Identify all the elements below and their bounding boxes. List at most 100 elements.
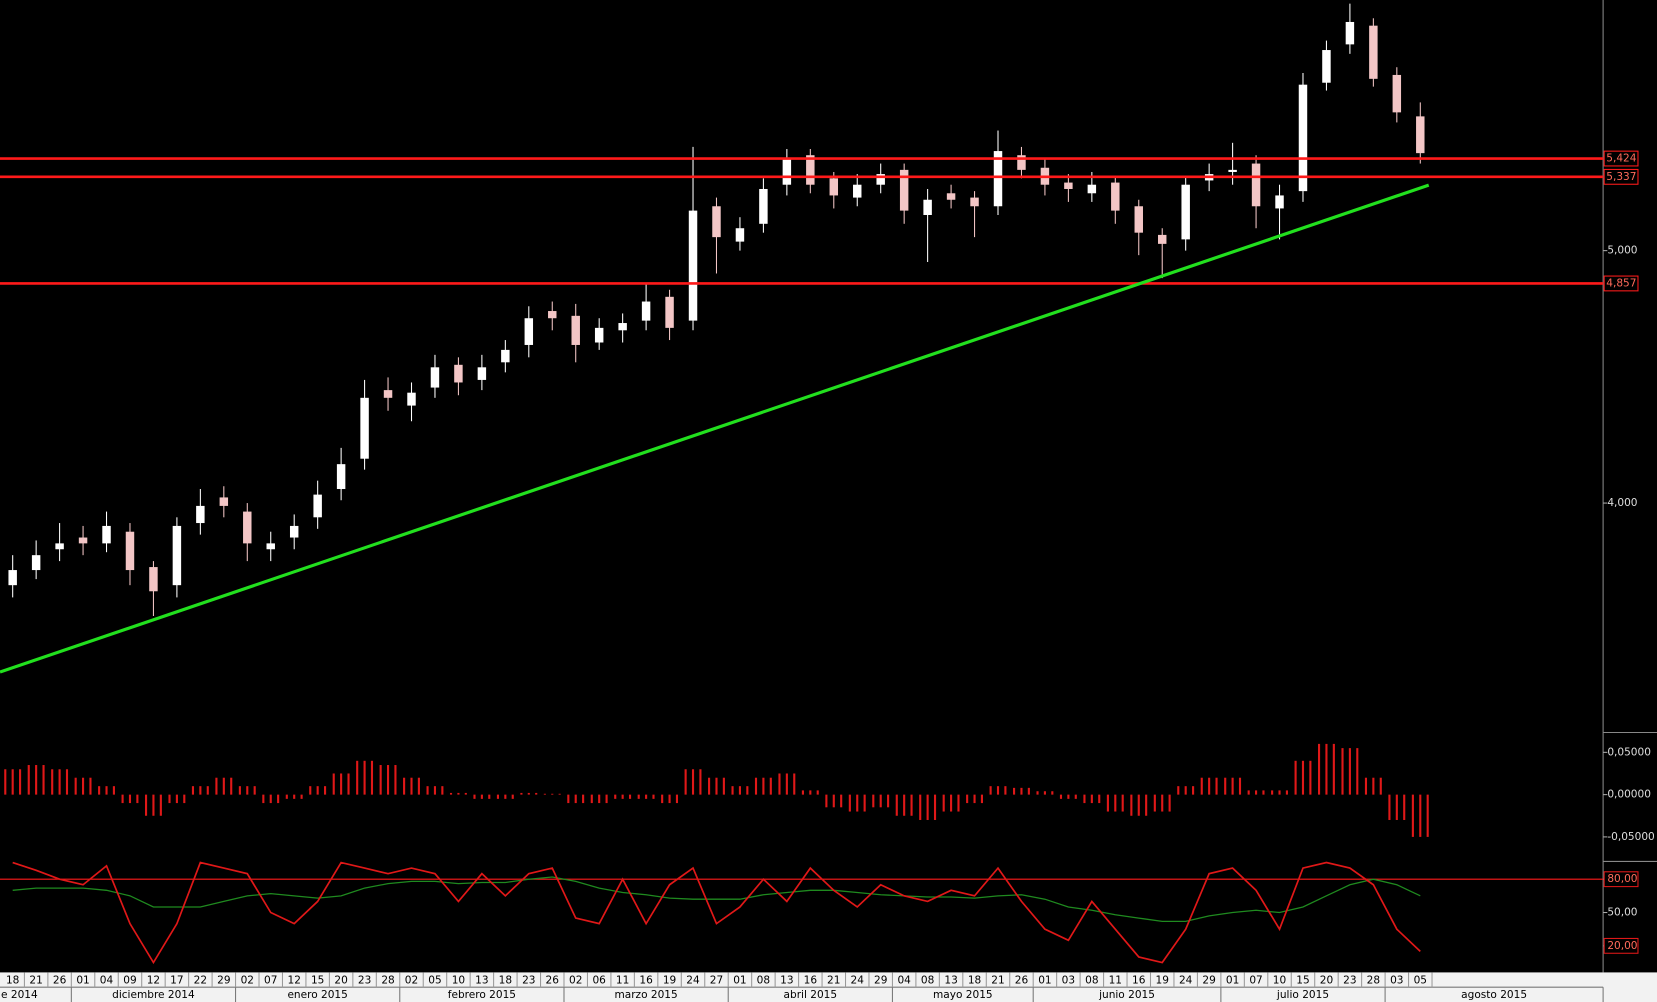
candle-body — [219, 497, 229, 506]
candle-body — [712, 206, 721, 238]
histogram-bar — [746, 786, 749, 795]
histogram-bar — [910, 794, 913, 816]
candle-body — [243, 511, 252, 544]
histogram-bar — [449, 792, 453, 795]
histogram-bar — [942, 794, 945, 812]
oscillator-line — [12, 861, 1421, 965]
histogram-bar — [356, 760, 359, 795]
histogram-bar — [89, 777, 92, 795]
y-tick-label: -0,05000 — [1607, 831, 1655, 843]
x-tick-label: 07 — [264, 974, 277, 986]
x-tick-label: 02 — [241, 974, 254, 986]
histogram-bar — [27, 765, 30, 795]
histogram-bar — [215, 777, 218, 795]
month-label: diciembre 2014 — [112, 989, 195, 1001]
histogram-bar — [1090, 794, 1093, 804]
histogram-bar — [738, 786, 742, 795]
month-label: marzo 2015 — [614, 989, 677, 1001]
histogram-bar — [1013, 787, 1016, 795]
candle-body — [993, 151, 1003, 207]
x-tick-label: 26 — [1015, 974, 1029, 986]
x-tick-label: 02 — [569, 974, 582, 986]
histogram-bar — [112, 786, 115, 795]
histogram-bar — [1114, 794, 1117, 812]
histogram-bar — [309, 786, 312, 795]
candle-body — [970, 197, 979, 207]
histogram-bar — [1426, 794, 1429, 837]
candle-body — [806, 155, 815, 185]
x-tick-label: 02 — [405, 974, 418, 986]
histogram-bar — [950, 794, 953, 812]
histogram-bar — [652, 794, 655, 799]
histogram-bar — [996, 786, 1000, 795]
candle-body — [1157, 234, 1167, 244]
histogram-bar — [895, 794, 898, 816]
candle-body — [1275, 195, 1284, 209]
histogram-bar — [778, 773, 781, 795]
histogram-bar — [504, 794, 507, 799]
histogram-bar — [614, 794, 617, 799]
candle-body — [336, 464, 346, 490]
histogram-bar — [98, 786, 101, 795]
x-tick-label: 23 — [358, 974, 371, 986]
x-tick-label: 01 — [1038, 974, 1051, 986]
histogram-bar — [1262, 790, 1265, 795]
candle-body — [1111, 182, 1120, 211]
histogram-bar — [1161, 794, 1164, 812]
histogram-bar — [1247, 790, 1250, 795]
histogram-bar — [65, 769, 69, 795]
histogram-bar — [1356, 748, 1359, 795]
candle-body — [1416, 116, 1425, 154]
histogram-bar — [1278, 790, 1281, 795]
candle-body — [1322, 50, 1331, 83]
histogram-bar — [82, 777, 85, 795]
level-box — [1603, 168, 1639, 185]
histogram-bar — [582, 794, 585, 804]
histogram-bar — [1348, 748, 1351, 795]
month-label: mayo 2015 — [933, 989, 993, 1001]
x-tick-label: 28 — [1367, 974, 1380, 986]
x-tick-label: 10 — [1273, 974, 1287, 986]
histogram-bar — [1332, 743, 1335, 795]
histogram-bar — [168, 794, 171, 804]
histogram-bar — [105, 786, 108, 795]
histogram-bar — [1238, 777, 1242, 795]
x-tick-label: 29 — [874, 974, 887, 986]
histogram-bar — [262, 794, 265, 804]
x-tick-label: 06 — [592, 974, 606, 986]
candle-body — [829, 178, 839, 196]
candle-body — [571, 315, 580, 345]
level-box — [1603, 150, 1639, 167]
candle-body — [759, 188, 768, 224]
histogram-bar — [386, 765, 390, 795]
histogram-bar — [128, 794, 132, 804]
trend-line — [0, 183, 1430, 674]
y-tick-label: 20,00 — [1607, 940, 1637, 952]
candle-body — [313, 494, 322, 518]
histogram-bar — [872, 794, 875, 808]
level-box — [1603, 275, 1639, 292]
x-tick-label: 03 — [1062, 974, 1075, 986]
x-tick-label: 29 — [1202, 974, 1215, 986]
histogram-bar — [394, 765, 397, 795]
x-tick-label: 13 — [475, 974, 488, 986]
x-tick-label: 10 — [452, 974, 466, 986]
x-tick-label: 19 — [1156, 974, 1169, 986]
histogram-bar — [535, 792, 538, 795]
histogram-bar — [1074, 794, 1077, 799]
histogram-bar — [879, 794, 882, 808]
histogram-bar — [42, 765, 45, 795]
histogram-bar — [769, 777, 772, 795]
month-label: agosto 2015 — [1461, 989, 1527, 1001]
histogram-bar — [1121, 794, 1124, 812]
candle-body — [383, 390, 393, 398]
histogram-bar — [1372, 777, 1375, 795]
histogram-bar — [1200, 777, 1203, 795]
histogram-bar — [691, 769, 695, 795]
x-tick-label: 08 — [757, 974, 770, 986]
histogram-bar — [668, 794, 671, 804]
histogram-bar — [903, 794, 906, 816]
histogram-bar — [551, 793, 554, 795]
histogram-bar — [1271, 790, 1274, 795]
histogram-bar — [887, 794, 890, 808]
